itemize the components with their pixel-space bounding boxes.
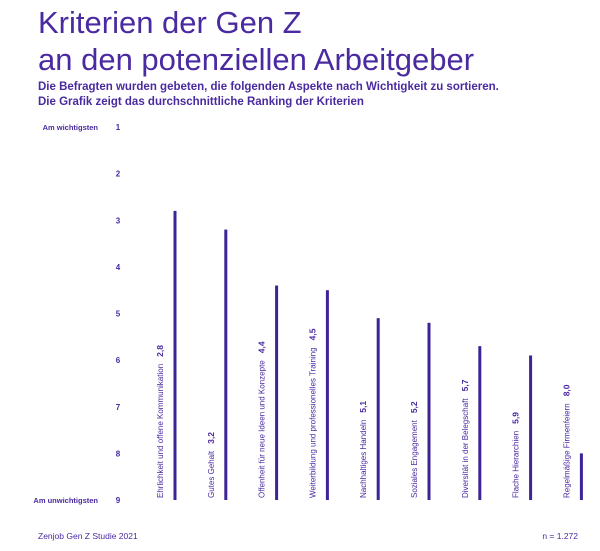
y-axis-bottom-label: Am unwichtigsten <box>33 496 98 505</box>
page-title: Kriterien der Gen Z an den potenziellen … <box>38 4 474 78</box>
category-name: Gutes Gehalt <box>207 450 216 498</box>
bar-category-label: Nachhaltiges Handeln 5,1 <box>358 401 368 498</box>
subtitle-line-1: Die Befragten wurden gebeten, die folgen… <box>38 81 499 93</box>
bar-group: Soziales Engagement 5,2 <box>409 322 431 500</box>
bar-category-label: Offenheit für neue Ideen und Konzepte 4,4 <box>257 341 267 498</box>
category-name: Weiterbildung und professionelles Traini… <box>308 347 317 498</box>
data-label: 2,8 <box>155 345 165 357</box>
category-name: Ehrlichkeit und offene Kommunikation <box>156 364 165 498</box>
source-note: Zenjob Gen Z Studie 2021 <box>38 531 138 541</box>
data-label: 5,1 <box>358 401 368 413</box>
data-label: 4,4 <box>257 341 267 353</box>
category-name: Offenheit für neue Ideen und Konzepte <box>258 360 267 498</box>
y-tick-label: 7 <box>116 403 121 412</box>
bar <box>173 210 177 501</box>
bar-category-label: Flache Hierarchien 5,9 <box>511 412 521 498</box>
y-tick-label: 9 <box>116 496 121 505</box>
category-name: Soziales Engagement <box>410 419 419 498</box>
y-axis-top-label: Am wichtigsten <box>43 123 99 132</box>
bar <box>376 318 380 500</box>
bar-category-label: Soziales Engagement 5,2 <box>409 401 419 498</box>
data-label: 4,5 <box>307 328 317 340</box>
y-tick-label: 6 <box>116 356 121 365</box>
y-tick-label: 3 <box>116 216 121 225</box>
bar-group: Ehrlichkeit und offene Kommunikation 2,8 <box>155 210 177 501</box>
category-name: Flache Hierarchien <box>512 431 521 498</box>
bar-group: Weiterbildung und professionelles Traini… <box>307 290 329 500</box>
bar-group: Gutes Gehalt 3,2 <box>206 229 228 500</box>
bar <box>275 285 279 500</box>
bar-category-label: Ehrlichkeit und offene Kommunikation 2,8 <box>155 345 165 498</box>
bar-category-label: Diversität in der Belegschaft 5,7 <box>460 379 470 498</box>
subtitle: Die Befragten wurden gebeten, die folgen… <box>38 80 499 110</box>
bar <box>427 322 431 500</box>
data-label: 3,2 <box>206 432 216 444</box>
category-name: Nachhaltiges Handeln <box>359 420 368 498</box>
bar <box>224 229 228 500</box>
bar-group: Offenheit für neue Ideen und Konzepte 4,4 <box>257 285 279 500</box>
bar <box>478 346 482 500</box>
data-label: 5,2 <box>409 401 419 413</box>
y-tick-label: 2 <box>116 170 121 179</box>
category-name: Diversität in der Belegschaft <box>461 398 470 498</box>
y-tick-label: 5 <box>116 310 121 319</box>
data-label: 8,0 <box>561 384 571 396</box>
y-axis: 1 2 3 4 5 6 7 8 9 Am wichtigsten Am unwichtigsten <box>33 123 120 505</box>
data-label: 5,9 <box>511 412 521 424</box>
bar <box>579 453 583 500</box>
subtitle-line-2: Die Grafik zeigt das durchschnittliche R… <box>38 96 364 108</box>
bar <box>325 290 329 500</box>
bar-group: Diversität in der Belegschaft 5,7 <box>460 346 482 500</box>
bar-group: Regelmäßige Firmenfeiern 8,0 <box>561 384 583 500</box>
title-line-2: an den potenziellen Arbeitgeber <box>38 42 475 77</box>
title-line-1: Kriterien der Gen Z <box>38 5 302 40</box>
bars: Ehrlichkeit und offene Kommunikation 2,8 G… <box>155 210 583 501</box>
y-tick-label: 4 <box>116 263 121 272</box>
bar-category-label: Weiterbildung und professionelles Traini… <box>307 328 317 498</box>
category-name: Regelmäßige Firmenfeiern <box>562 403 571 498</box>
bar-category-label: Gutes Gehalt 3,2 <box>206 432 216 498</box>
bar <box>529 355 533 500</box>
y-tick-label: 8 <box>116 449 121 458</box>
sample-size: n = 1.272 <box>542 531 578 541</box>
y-tick-label: 1 <box>116 123 121 132</box>
bar-category-label: Regelmäßige Firmenfeiern 8,0 <box>561 384 571 498</box>
data-label: 5,7 <box>460 379 470 391</box>
bar-group: Nachhaltiges Handeln 5,1 <box>358 318 380 500</box>
bar-group: Flache Hierarchien 5,9 <box>511 355 533 500</box>
